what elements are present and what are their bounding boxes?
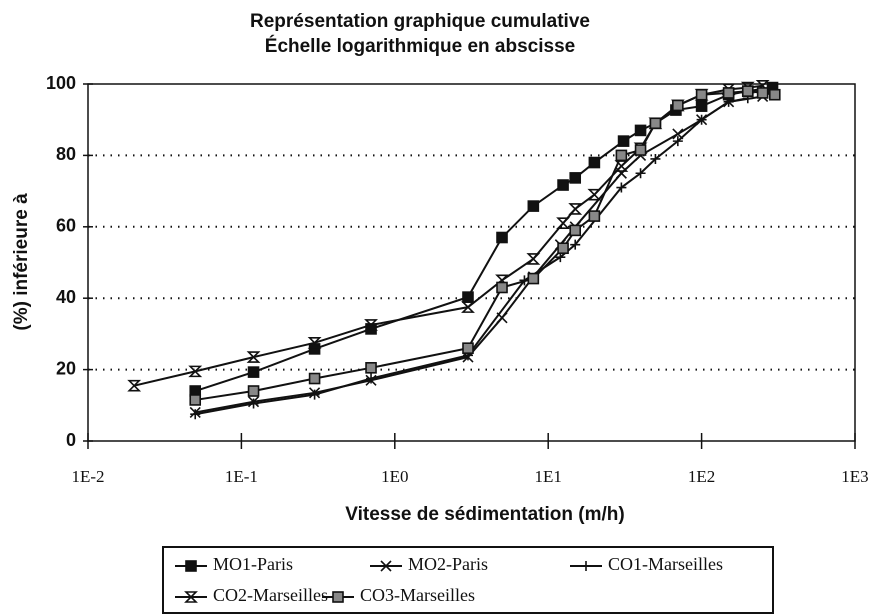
data-point: [695, 88, 708, 101]
data-point: [496, 231, 508, 244]
data-point: [247, 385, 260, 397]
y-tick-label: 40: [56, 287, 76, 307]
data-point: [588, 156, 601, 169]
data-point: [307, 337, 322, 349]
y-tick-label: 60: [56, 216, 76, 236]
data-point: [634, 144, 647, 156]
x-tick-label: 1E2: [688, 467, 715, 486]
data-point: [461, 301, 475, 313]
data-point: [722, 87, 735, 99]
legend-marker: [581, 561, 591, 571]
y-tick-label: 80: [56, 144, 76, 164]
data-point: [557, 179, 569, 191]
data-point: [127, 379, 142, 392]
chart-subtitle: Échelle logarithmique en abscisse: [265, 35, 575, 57]
series-line: [195, 97, 748, 416]
legend-marker: [380, 560, 392, 572]
y-axis-label: (%) inférieure à: [11, 193, 32, 331]
data-point: [527, 200, 540, 212]
data-point: [190, 409, 201, 420]
x-tick-label: 1E3: [841, 467, 868, 486]
data-point: [696, 114, 707, 125]
data-point: [308, 372, 321, 385]
data-point: [568, 203, 583, 215]
legend-label: MO1-Paris: [213, 554, 293, 574]
data-point: [569, 224, 582, 237]
y-tick-label: 20: [56, 358, 76, 378]
x-tick-label: 1E0: [381, 467, 408, 486]
data-point: [366, 373, 377, 384]
data-point: [588, 210, 601, 222]
data-point: [587, 188, 602, 201]
data-point: [246, 351, 261, 363]
data-point: [672, 99, 684, 112]
y-tick-label: 100: [46, 73, 76, 93]
legend-box: [162, 546, 774, 614]
data-point: [247, 366, 260, 378]
chart-title: Représentation graphique cumulative: [250, 11, 590, 32]
data-point: [695, 100, 708, 112]
data-point: [672, 136, 683, 147]
legend-marker: [185, 560, 197, 572]
data-point: [635, 168, 646, 179]
data-point: [526, 253, 541, 265]
data-point: [649, 117, 662, 130]
x-tick-label: 1E-1: [225, 467, 258, 486]
data-point: [309, 389, 320, 400]
data-point: [557, 242, 569, 255]
plot-frame: [87, 83, 856, 442]
legend-label: CO1-Marseilles: [608, 554, 723, 574]
data-point: [741, 85, 754, 97]
data-point: [768, 88, 781, 101]
data-point: [462, 342, 474, 354]
x-tick-label: 1E-2: [71, 467, 104, 486]
legend-label: CO2-Marseilles: [213, 585, 328, 605]
legend-label: CO3-Marseilles: [360, 585, 475, 605]
y-tick-label: 0: [66, 430, 76, 450]
legend-marker: [332, 591, 344, 603]
data-point: [634, 124, 647, 137]
data-point: [189, 394, 202, 406]
x-axis-label: Vitesse de sédimentation (m/h): [345, 504, 624, 525]
data-point: [569, 172, 582, 184]
data-point: [556, 217, 570, 230]
data-point: [570, 239, 581, 250]
data-point: [188, 365, 203, 378]
series-line: [195, 90, 775, 401]
data-point: [615, 149, 628, 162]
data-point: [650, 153, 661, 164]
data-point: [756, 87, 769, 99]
data-point: [616, 182, 627, 193]
data-point: [248, 398, 259, 409]
data-point: [527, 272, 540, 285]
series-line: [133, 84, 763, 387]
data-point: [364, 319, 378, 331]
data-point: [365, 362, 377, 374]
data-point: [462, 291, 474, 303]
x-tick-label: 1E1: [535, 467, 562, 486]
data-point: [617, 135, 630, 147]
data-point: [496, 281, 508, 294]
legend-label: MO2-Paris: [408, 554, 488, 574]
legend-marker: [184, 591, 198, 603]
